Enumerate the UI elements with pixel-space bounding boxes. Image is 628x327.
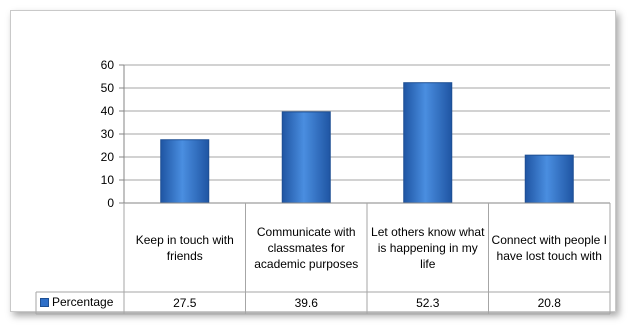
y-tick-label: 40 (101, 104, 115, 118)
y-tick-label: 0 (107, 196, 114, 210)
bar-4 (524, 154, 574, 204)
y-tick-label: 60 (101, 58, 115, 72)
legend-label: Percentage (52, 295, 114, 309)
y-axis-ticks: 0 10 20 30 40 50 60 (101, 58, 115, 210)
value-cell-4: 20.8 (537, 296, 561, 310)
y-tick-label: 10 (101, 173, 115, 187)
value-cell-2: 39.6 (294, 296, 318, 310)
category-label-1: Keep in touch with friends (135, 232, 234, 263)
y-tick-label: 30 (101, 127, 115, 141)
bar-2 (281, 111, 331, 204)
category-label-4: Connect with people I have lost touch wi… (491, 232, 607, 263)
data-table-lines (35, 202, 611, 315)
bar-3 (403, 82, 453, 204)
value-cell-3: 52.3 (416, 296, 440, 310)
legend: Percentage (40, 292, 113, 312)
legend-swatch (40, 297, 49, 307)
category-label-2: Communicate with classmates for academic… (254, 224, 359, 271)
y-tick-label: 50 (101, 81, 115, 95)
bars (160, 82, 574, 204)
y-tick-label: 20 (101, 150, 115, 164)
value-cell-1: 27.5 (173, 296, 197, 310)
bar-1 (160, 139, 210, 204)
category-label-3: Let others know what is happening in my … (371, 224, 485, 271)
